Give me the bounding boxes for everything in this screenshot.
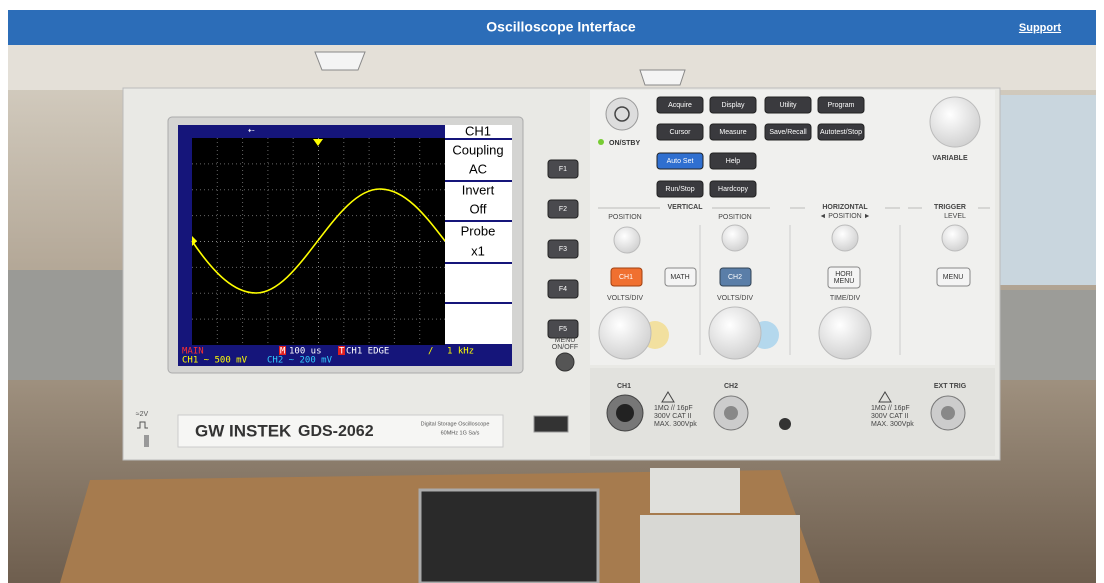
button-label: Utility <box>779 102 797 109</box>
menu-item: AC <box>469 161 487 176</box>
probe-comp-label: ≈2V <box>136 411 149 418</box>
section-title: VERTICAL <box>668 204 704 211</box>
equipment <box>8 270 123 380</box>
rating-text: 1MΩ // 16pF <box>654 405 693 412</box>
menu-item: CH1 <box>465 123 491 138</box>
power-led <box>598 139 604 145</box>
button-label: Measure <box>719 129 746 136</box>
bnc-core <box>724 406 738 420</box>
ceiling <box>8 45 1096 90</box>
button-label: Run/Stop <box>665 186 694 193</box>
ceiling-light <box>315 52 365 70</box>
menu-key-label: MENU <box>555 337 576 344</box>
button-label: CH1 <box>619 274 633 281</box>
menu-key-label: ON/OFF <box>552 344 578 351</box>
rating-text: 300V CAT II <box>871 413 909 420</box>
equipment <box>1000 290 1096 380</box>
button-label: MENU <box>834 278 855 285</box>
power-label: ON/STBY <box>609 140 640 147</box>
button-label: Display <box>722 102 745 109</box>
status-frequency: 1 kHz <box>447 347 474 357</box>
grid-area <box>192 138 445 345</box>
status-marker: T <box>339 347 345 357</box>
button-label: Program <box>828 102 855 109</box>
function-key-label: F3 <box>559 246 567 253</box>
brand-description: Digital Storage Oscilloscope <box>421 421 490 427</box>
input-label: EXT TRIG <box>934 383 967 390</box>
variable-knob[interactable] <box>930 97 980 147</box>
brand-spec: 60MHz 1G Sa/s <box>441 430 480 436</box>
menu-key[interactable] <box>556 353 574 371</box>
menu-item: Probe <box>461 223 496 238</box>
menu-cell <box>445 304 512 344</box>
ceiling-light <box>640 70 685 85</box>
knob-label: POSITION <box>718 214 751 221</box>
knob-label: TIME/DIV <box>830 295 861 302</box>
knob-label: ◄ POSITION ► <box>819 213 870 220</box>
button-label: Acquire <box>668 102 692 109</box>
window <box>1000 95 1096 285</box>
menu-item: x1 <box>471 243 485 258</box>
probe-terminal <box>144 435 149 447</box>
volts-knob[interactable] <box>709 307 761 359</box>
knob-label: LEVEL <box>944 213 966 220</box>
section-title: TRIGGER <box>934 204 966 211</box>
function-key-label: F5 <box>559 326 567 333</box>
button-label: Hardcopy <box>718 186 748 193</box>
laptop <box>420 490 598 583</box>
rating-text: 1MΩ // 16pF <box>871 405 910 412</box>
knob-label: POSITION <box>608 214 641 221</box>
knob-label: VOLTS/DIV <box>607 295 643 302</box>
power-button[interactable] <box>606 98 638 130</box>
section-title: HORIZONTAL <box>822 204 868 211</box>
bnc-core <box>941 406 955 420</box>
position-knob[interactable] <box>722 225 748 251</box>
status-slope: / <box>428 347 433 357</box>
knob-label: VOLTS/DIV <box>717 295 753 302</box>
menu-item: Coupling <box>452 142 503 157</box>
button-label: Save/Recall <box>769 129 807 136</box>
input-label: CH1 <box>617 383 631 390</box>
device <box>640 515 800 583</box>
button-label: MENU <box>943 274 964 281</box>
button-label: Help <box>726 158 741 165</box>
status-ch1: CH1 ~ 500 mV <box>182 356 248 366</box>
brand-model: GDS-2062 <box>298 423 374 440</box>
level-knob[interactable] <box>942 225 968 251</box>
button-label: Auto Set <box>667 158 694 165</box>
menu-cell <box>445 264 512 302</box>
device <box>650 468 740 513</box>
status-ch2: CH2 ~ 200 mV <box>267 356 333 366</box>
rating-text: MAX. 300Vpk <box>871 421 914 428</box>
menu-item: Invert <box>462 182 495 197</box>
variable-label: VARIABLE <box>932 155 968 162</box>
button-label: CH2 <box>728 274 742 281</box>
button-label: Cursor <box>669 129 691 136</box>
rating-text: 300V CAT II <box>654 413 692 420</box>
usb-icon: ⇠ <box>248 126 255 135</box>
header-title: Oscilloscope Interface <box>486 19 636 35</box>
button-label: MATH <box>670 274 689 281</box>
position-knob[interactable] <box>832 225 858 251</box>
usb-port <box>534 416 568 432</box>
support-link[interactable]: Support <box>1019 22 1061 34</box>
ground-jack <box>779 418 791 430</box>
function-key-label: F2 <box>559 206 567 213</box>
menu-item: Off <box>469 201 486 216</box>
input-label: CH2 <box>724 383 738 390</box>
position-knob[interactable] <box>614 227 640 253</box>
time-knob[interactable] <box>819 307 871 359</box>
function-key-label: F4 <box>559 286 567 293</box>
bnc-core <box>616 404 634 422</box>
brand-logo: GW INSTEK <box>195 421 292 440</box>
status-trigger: CH1 EDGE <box>346 347 389 357</box>
page: Oscilloscope Interface Support ⇠ CH1 Cou… <box>0 0 1104 583</box>
button-label: HORI <box>835 271 853 278</box>
button-label: Autotest/Stop <box>820 129 862 136</box>
rating-text: MAX. 300Vpk <box>654 421 697 428</box>
function-key-label: F1 <box>559 166 567 173</box>
screen: Oscilloscope Interface Support ⇠ CH1 Cou… <box>0 0 1104 583</box>
volts-knob[interactable] <box>599 307 651 359</box>
